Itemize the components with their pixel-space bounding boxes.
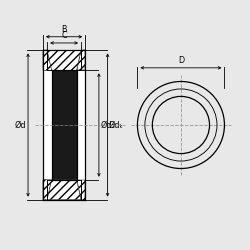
- Text: Ød: Ød: [14, 120, 26, 130]
- Polygon shape: [43, 50, 52, 70]
- Text: Ød₁: Ød₁: [100, 120, 115, 130]
- Text: D: D: [178, 56, 184, 65]
- Polygon shape: [47, 180, 81, 200]
- Polygon shape: [43, 50, 85, 200]
- Text: C: C: [61, 32, 67, 40]
- Polygon shape: [43, 180, 52, 200]
- Polygon shape: [43, 50, 52, 70]
- Polygon shape: [76, 50, 85, 70]
- Polygon shape: [76, 180, 85, 200]
- Polygon shape: [52, 70, 76, 180]
- Polygon shape: [47, 50, 81, 70]
- Text: B: B: [61, 25, 67, 34]
- Text: Ødₖ: Ødₖ: [109, 120, 124, 130]
